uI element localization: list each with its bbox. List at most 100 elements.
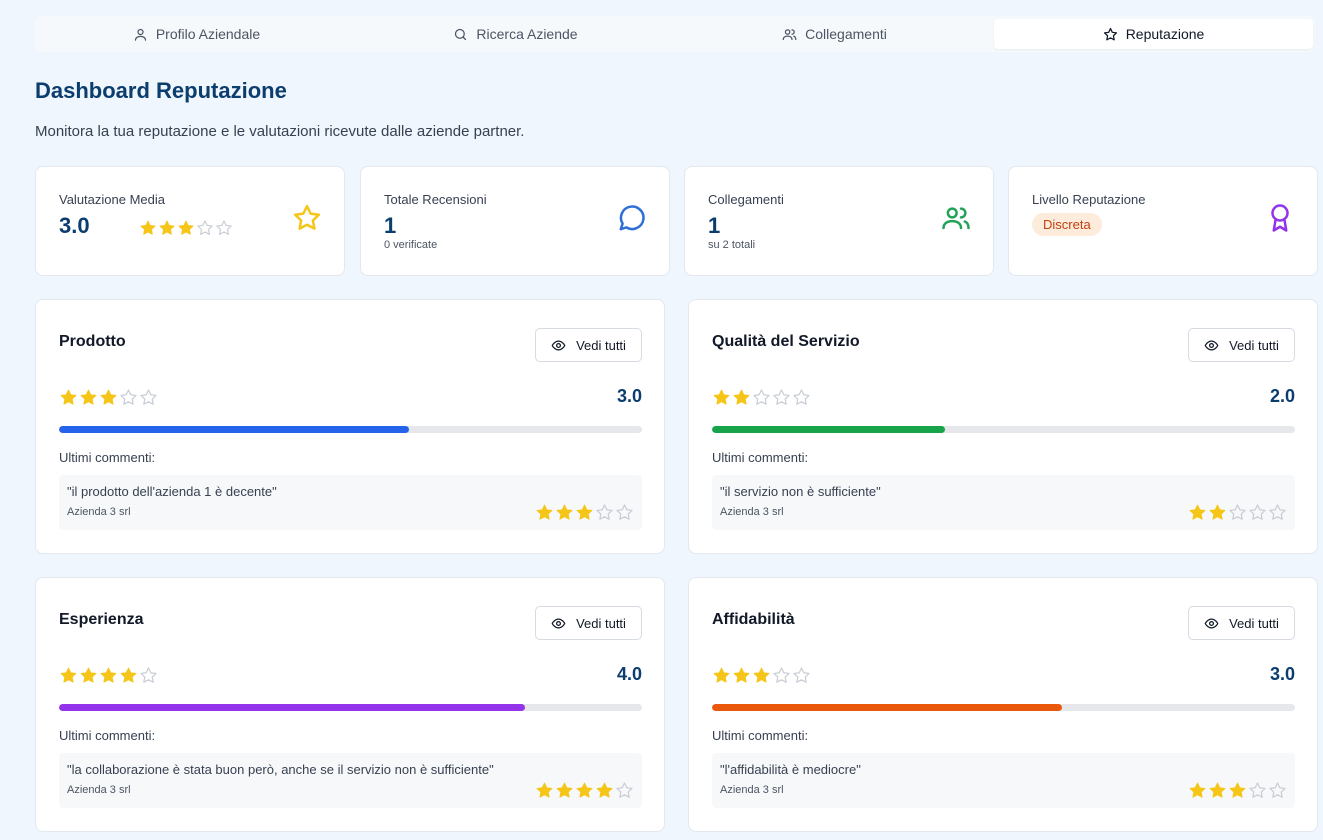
- star-empty-icon: [1249, 504, 1266, 520]
- message-circle-icon: [619, 205, 645, 231]
- category-card-affidabilita: Affidabilità Vedi tutti 3.0 Ultimi comme…: [688, 577, 1318, 832]
- tab-ricerca-aziende[interactable]: Ricerca Aziende: [356, 19, 675, 49]
- star-filled-icon: [733, 667, 750, 683]
- view-all-label: Vedi tutti: [1229, 337, 1279, 353]
- progress-fill: [59, 426, 409, 433]
- comment-text: "il prodotto dell'azienda 1 è decente": [67, 484, 277, 499]
- star-rating: [535, 503, 634, 522]
- star-filled-icon: [1229, 782, 1246, 798]
- category-title: Qualità del Servizio: [712, 333, 860, 350]
- category-score: 2.0: [1269, 386, 1295, 406]
- view-all-button[interactable]: Vedi tutti: [535, 606, 642, 640]
- comments-label: Ultimi commenti:: [712, 450, 809, 465]
- comment-item: "l'affidabilità è mediocre" Azienda 3 sr…: [712, 753, 1295, 808]
- stat-card-rating: Valutazione Media 3.0: [35, 166, 345, 276]
- tab-collegamenti[interactable]: Collegamenti: [675, 19, 994, 49]
- star-filled-icon: [60, 389, 77, 405]
- user-icon: [134, 28, 146, 41]
- tab-label: Reputazione: [1125, 26, 1205, 42]
- star-empty-icon: [753, 389, 770, 405]
- star-rating: [712, 666, 811, 685]
- category-title: Esperienza: [59, 611, 144, 628]
- category-score: 3.0: [616, 386, 642, 406]
- category-card-qualita-servizio: Qualità del Servizio Vedi tutti 2.0 Ulti…: [688, 299, 1318, 554]
- view-all-label: Vedi tutti: [576, 337, 626, 353]
- comment-author: Azienda 3 srl: [720, 784, 784, 796]
- star-filled-icon: [140, 220, 156, 235]
- star-filled-icon: [100, 389, 117, 405]
- star-empty-icon: [596, 504, 613, 520]
- category-title: Affidabilità: [712, 611, 795, 628]
- star-filled-icon: [713, 667, 730, 683]
- comment-author: Azienda 3 srl: [67, 784, 131, 796]
- stat-card-connections: Collegamenti 1 su 2 totali: [684, 166, 994, 276]
- star-empty-icon: [1269, 782, 1286, 798]
- star-rating: [59, 388, 158, 407]
- star-rating: [59, 666, 158, 685]
- eye-icon: [551, 618, 566, 628]
- progress-bar: [59, 704, 642, 711]
- star-filled-icon: [536, 782, 553, 798]
- star-rating: [712, 388, 811, 407]
- star-rating: [535, 781, 634, 800]
- view-all-button[interactable]: Vedi tutti: [1188, 328, 1295, 362]
- star-filled-icon: [556, 782, 573, 798]
- comments-label: Ultimi commenti:: [712, 728, 809, 743]
- progress-bar: [59, 426, 642, 433]
- comments-label: Ultimi commenti:: [59, 728, 156, 743]
- star-filled-icon: [100, 667, 117, 683]
- stat-label: Totale Recensioni: [384, 192, 487, 207]
- star-icon: [1103, 27, 1117, 40]
- star-filled-icon: [536, 504, 553, 520]
- search-icon: [455, 28, 467, 40]
- view-all-button[interactable]: Vedi tutti: [1188, 606, 1295, 640]
- stat-label: Valutazione Media: [59, 192, 165, 207]
- progress-fill: [712, 426, 946, 433]
- star-filled-icon: [733, 389, 750, 405]
- comment-author: Azienda 3 srl: [720, 506, 784, 518]
- star-filled-icon: [576, 504, 593, 520]
- eye-icon: [1204, 618, 1219, 628]
- tab-profilo-aziendale[interactable]: Profilo Aziendale: [37, 19, 356, 49]
- star-empty-icon: [616, 504, 633, 520]
- star-rating: [1188, 503, 1287, 522]
- stat-card-reviews: Totale Recensioni 1 0 verificate: [360, 166, 670, 276]
- star-empty-icon: [140, 667, 157, 683]
- comment-author: Azienda 3 srl: [67, 506, 131, 518]
- star-filled-icon: [80, 667, 97, 683]
- stat-card-level: Livello Reputazione Discreta: [1008, 166, 1318, 276]
- star-filled-icon: [1189, 782, 1206, 798]
- users-icon: [782, 28, 797, 40]
- stat-sub: 0 verificate: [384, 239, 438, 251]
- award-icon: [1271, 204, 1289, 232]
- star-filled-icon: [576, 782, 593, 798]
- tab-label: Profilo Aziendale: [155, 26, 261, 42]
- star-empty-icon: [216, 220, 232, 235]
- progress-bar: [712, 426, 1295, 433]
- star-outline-icon: [293, 204, 321, 230]
- view-all-button[interactable]: Vedi tutti: [535, 328, 642, 362]
- comment-text: "il servizio non è sufficiente": [720, 484, 881, 499]
- comment-item: "il servizio non è sufficiente" Azienda …: [712, 475, 1295, 530]
- view-all-label: Vedi tutti: [1229, 615, 1279, 631]
- progress-fill: [59, 704, 526, 711]
- category-card-esperienza: Esperienza Vedi tutti 4.0 Ultimi comment…: [35, 577, 665, 832]
- star-empty-icon: [1249, 782, 1266, 798]
- tab-reputazione[interactable]: Reputazione: [994, 19, 1313, 49]
- comment-text: "la collaborazione è stata buon però, an…: [67, 762, 494, 777]
- star-empty-icon: [616, 782, 633, 798]
- star-filled-icon: [713, 389, 730, 405]
- star-empty-icon: [1229, 504, 1246, 520]
- star-empty-icon: [120, 389, 137, 405]
- status-badge: Discreta: [1032, 213, 1102, 236]
- star-filled-icon: [120, 667, 137, 683]
- comment-item: "il prodotto dell'azienda 1 è decente" A…: [59, 475, 642, 530]
- star-filled-icon: [1209, 504, 1226, 520]
- star-filled-icon: [1189, 504, 1206, 520]
- comment-item: "la collaborazione è stata buon però, an…: [59, 753, 642, 808]
- category-title: Prodotto: [59, 333, 126, 350]
- star-filled-icon: [159, 220, 175, 235]
- star-filled-icon: [178, 220, 194, 235]
- star-empty-icon: [793, 389, 810, 405]
- users-icon: [942, 207, 970, 230]
